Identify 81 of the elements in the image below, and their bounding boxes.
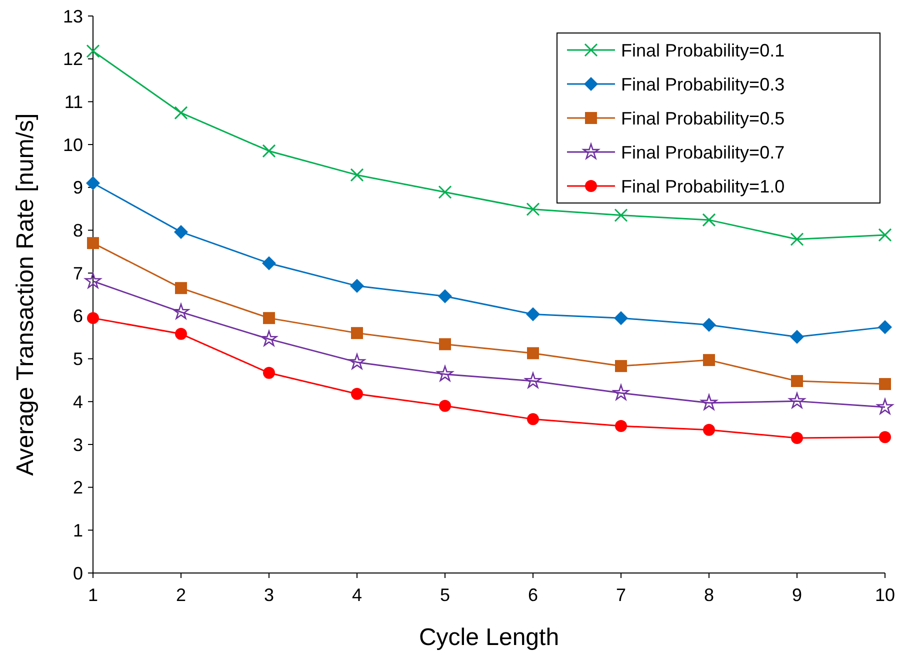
y-tick-label: 6 (72, 306, 83, 326)
y-axis-title: Average Transaction Rate [num/s] (12, 113, 39, 476)
legend-label: Final Probability=0.7 (621, 142, 785, 162)
point (527, 413, 539, 426)
point (86, 176, 100, 190)
point (439, 400, 451, 412)
point (615, 420, 627, 432)
point (790, 232, 804, 246)
point (350, 278, 364, 293)
point (876, 398, 894, 414)
y-tick-label: 1 (72, 520, 83, 540)
point (172, 304, 190, 320)
y-tick-label: 7 (72, 263, 83, 284)
y-tick-label: 9 (72, 178, 83, 198)
point (878, 228, 892, 242)
point (526, 307, 540, 322)
x-tick-label: 8 (704, 585, 714, 605)
point (791, 432, 803, 444)
point (527, 347, 539, 360)
point (175, 282, 187, 294)
point (612, 384, 630, 400)
point (700, 394, 718, 410)
point (436, 366, 454, 382)
x-tick-label: 3 (264, 585, 274, 605)
x-tick-label: 5 (440, 585, 450, 605)
point (262, 256, 276, 270)
point (87, 312, 99, 324)
y-tick-label: 3 (72, 434, 83, 455)
point (87, 237, 99, 250)
x-tick-label: 1 (88, 585, 98, 605)
point (86, 44, 100, 58)
x-tick-label: 7 (616, 585, 626, 605)
point (438, 185, 452, 199)
point (879, 378, 891, 390)
x-tick-label: 6 (528, 585, 538, 605)
point (614, 311, 628, 326)
y-tick-label: 13 (62, 6, 83, 26)
point (878, 320, 892, 334)
legend-label: Final Probability=0.1 (621, 40, 785, 60)
point (702, 318, 716, 332)
point (526, 202, 540, 216)
point (703, 424, 715, 436)
point (84, 272, 102, 288)
point (614, 208, 628, 222)
point (351, 388, 363, 400)
point (879, 431, 891, 444)
y-tick-label: 2 (72, 478, 83, 498)
point (790, 330, 804, 344)
x-tick-label: 10 (874, 585, 896, 605)
y-tick-label: 12 (62, 49, 83, 70)
point (175, 328, 187, 340)
point (791, 375, 803, 388)
point (439, 338, 451, 350)
point (524, 372, 542, 388)
legend-label: Final Probability=1.0 (621, 176, 785, 196)
point (350, 168, 364, 182)
y-tick-label: 4 (72, 392, 83, 412)
point (438, 289, 452, 304)
point (703, 354, 715, 366)
legend-label: Final Probability=0.5 (621, 108, 785, 128)
legend-label: Final Probability=0.3 (621, 74, 785, 94)
x-tick-label: 9 (792, 585, 802, 605)
point (262, 144, 276, 158)
y-tick-label: 0 (72, 563, 83, 584)
point (615, 360, 627, 372)
point (348, 354, 366, 370)
x-tick-label: 4 (352, 585, 362, 605)
point (263, 366, 275, 379)
y-tick-label: 11 (64, 92, 83, 112)
y-tick-label: 10 (62, 134, 83, 155)
point (174, 224, 188, 239)
x-tick-label: 2 (176, 585, 186, 605)
point (702, 213, 716, 227)
y-tick-label: 5 (72, 349, 83, 370)
point (174, 106, 188, 120)
y-tick-label: 8 (72, 220, 83, 241)
point (788, 392, 806, 408)
point (263, 312, 275, 324)
point (351, 327, 363, 340)
point (260, 330, 278, 346)
x-axis-title: Cycle Length (418, 624, 560, 651)
